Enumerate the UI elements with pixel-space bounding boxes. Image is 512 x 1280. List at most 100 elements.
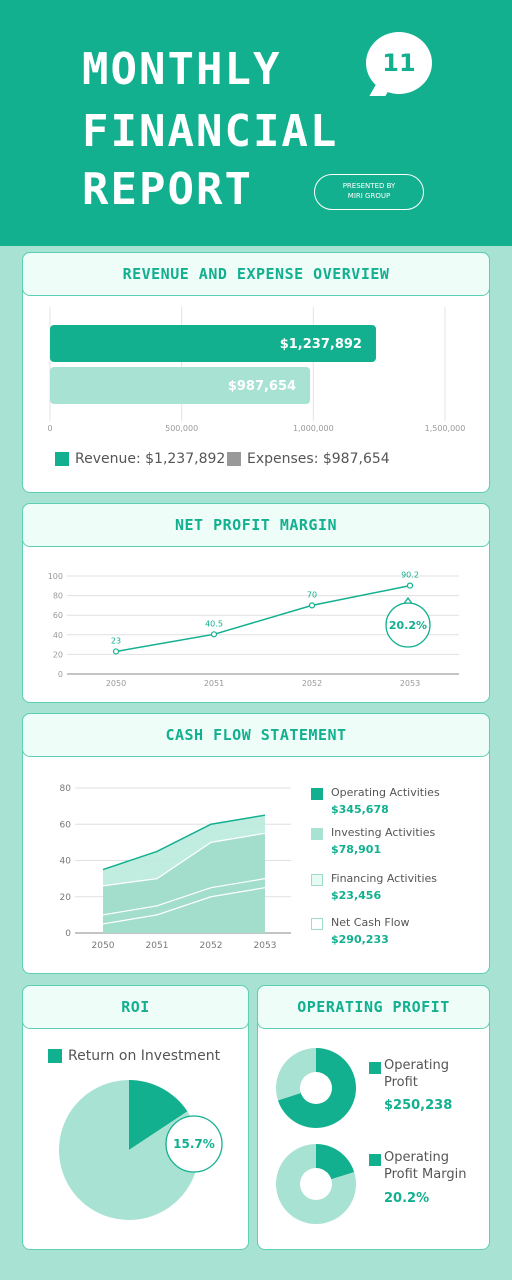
bar-value-label: $1,237,892	[280, 337, 362, 352]
margin-data-label: 70	[307, 590, 317, 599]
line-operating-activities	[102, 814, 266, 871]
net-cash-flow-legend-value: $290,233	[331, 933, 389, 946]
roi-slice-other	[59, 1080, 199, 1220]
revenue-card-header: REVENUE AND EXPENSE OVERVIEW	[22, 252, 490, 296]
margin-series-line	[115, 584, 411, 653]
bar-expenses	[50, 367, 311, 404]
bar-x-tick-label: 500,000	[165, 424, 198, 433]
roi-swatch	[48, 1049, 62, 1063]
area-y-tick-label: 80	[60, 784, 72, 794]
line-y-tick-label: 100	[48, 572, 63, 581]
investing-activities-legend-label: Investing Activities	[331, 826, 436, 839]
area-y-tick-label: 40	[60, 857, 72, 867]
line-financing-activities	[102, 878, 266, 916]
revenue-legend-label: Revenue: $1,237,892	[75, 451, 226, 467]
opprofit-value: $250,238	[384, 1098, 453, 1113]
area-x-tick-label: 2053	[254, 941, 277, 951]
investing-activities-legend-item: Investing Activities $78,901	[331, 826, 435, 856]
title-line-2: FINANCIAL	[82, 106, 339, 157]
opprofit-donut-hole	[300, 1072, 332, 1104]
margin-data-point	[406, 582, 414, 589]
revenue-swatch	[55, 452, 69, 466]
roi-card: ROI Return on Investment 15.7%	[22, 985, 249, 1250]
margin-data-label: 40.5	[205, 619, 223, 628]
issue-badge: 11	[366, 32, 432, 94]
area-y-tick-label: 20	[60, 893, 72, 903]
margin-data-label: 23	[111, 636, 121, 645]
cashflow-title: CASH FLOW STATEMENT	[165, 726, 347, 744]
line-net-cash-flow	[102, 887, 266, 925]
net-cash-flow-legend-label: Net Cash Flow	[331, 916, 410, 929]
opprofit-swatch	[369, 1062, 381, 1074]
cashflow-card: CASH FLOW STATEMENT 0 20 40 60 80 2050 2051 205…	[22, 713, 490, 974]
financing-activities-legend-item: Financing Activities $23,456	[331, 872, 437, 902]
opmargin-donut-hole	[300, 1168, 332, 1200]
margin-card: NET PROFIT MARGIN 0 20 40 60 80 100 2050 2051 20…	[22, 503, 490, 703]
opprofit-donut-charts	[276, 1048, 356, 1224]
expenses-legend-item: Expenses: $987,654	[227, 451, 390, 467]
area-y-tick-label: 60	[60, 820, 72, 830]
net-cash-flow-swatch	[311, 918, 323, 930]
expenses-legend-label: Expenses: $987,654	[247, 451, 390, 467]
line-x-tick-label: 2052	[302, 679, 322, 688]
area-x-tick-label: 2051	[146, 941, 169, 951]
investing-activities-swatch	[311, 828, 323, 840]
roi-pie-chart: 15.7%	[59, 1080, 223, 1220]
opmargin-legend-label: Operating Profit Margin	[384, 1150, 467, 1182]
line-y-tick-label: 60	[53, 611, 63, 620]
bar-x-tick-label: 1,500,000	[425, 424, 466, 433]
presenter-name: MIRI GROUP	[347, 192, 391, 200]
area-x-tick-label: 2050	[92, 941, 115, 951]
net-cash-flow-legend-item: Net Cash Flow $290,233	[331, 916, 410, 946]
line-x-tick-label: 2050	[106, 679, 126, 688]
margin-data-label: 90.2	[401, 571, 419, 580]
operating-activities-swatch	[311, 788, 323, 800]
margin-callout-bubble	[385, 602, 431, 648]
header-banner: MONTHLY FINANCIAL REPORT 11 PRESENTED BY…	[0, 0, 512, 246]
presented-by-pill: PRESENTED BY MIRI GROUP	[314, 174, 424, 210]
revenue-bar-chart: 0 500,000 1,000,000 1,500,000 $1,237,892 $987…	[47, 307, 466, 433]
opmargin-value: 20.2%	[384, 1191, 430, 1206]
title-line-1: MONTHLY	[82, 44, 282, 95]
opprofit-card-header: OPERATING PROFIT	[257, 985, 490, 1029]
roi-callout-bubble	[165, 1115, 223, 1173]
roi-legend-item: Return on Investment	[48, 1048, 220, 1064]
operating-activities-legend-value: $345,678	[331, 803, 389, 816]
cashflow-area-chart: 0 20 40 60 80 2050 2051 2052 2053	[60, 784, 291, 951]
area-x-tick-label: 2052	[200, 941, 223, 951]
roi-title: ROI	[121, 998, 150, 1016]
margin-line-chart: 0 20 40 60 80 100 2050 2051 2052 2053 23 40.5 70 90.2…	[48, 571, 459, 688]
line-y-tick-label: 40	[53, 631, 63, 640]
roi-slice-return	[129, 1080, 188, 1150]
financing-activities-swatch	[311, 874, 323, 886]
margin-data-point	[112, 648, 120, 655]
bar-x-tick-label: 1,000,000	[293, 424, 334, 433]
financing-activities-legend-value: $23,456	[331, 889, 382, 902]
line-x-tick-label: 2051	[204, 679, 224, 688]
line-y-tick-label: 0	[58, 670, 63, 679]
expenses-swatch	[227, 452, 241, 466]
bar-value-label: $987,654	[228, 379, 296, 394]
opmargin-swatch	[369, 1154, 381, 1166]
presented-by-label: PRESENTED BY	[342, 182, 396, 191]
opprofit-card: OPERATING PROFIT Operating Profit $250,2…	[257, 985, 490, 1250]
operating-activities-legend-item: Operating Activities $345,678	[331, 786, 440, 816]
margin-callout-label: 20.2%	[389, 619, 427, 632]
roi-callout-label: 15.7%	[173, 1137, 215, 1151]
financing-activities-legend-label: Financing Activities	[331, 872, 438, 885]
line-y-tick-label: 20	[53, 650, 63, 659]
opprofit-title: OPERATING PROFIT	[297, 998, 450, 1016]
area-y-tick-label: 0	[65, 929, 71, 939]
cashflow-card-header: CASH FLOW STATEMENT	[22, 713, 490, 757]
roi-legend-label: Return on Investment	[68, 1048, 221, 1064]
margin-title: NET PROFIT MARGIN	[174, 516, 338, 534]
title-line-3: REPORT	[82, 164, 253, 215]
margin-data-point	[210, 631, 218, 638]
revenue-legend-item: Revenue: $1,237,892	[55, 451, 225, 467]
bar-revenue	[50, 325, 376, 362]
investing-activities-legend-value: $78,901	[331, 843, 382, 856]
opprofit-legend-label: Operating Profit	[384, 1058, 449, 1090]
line-y-tick-label: 80	[53, 592, 63, 601]
margin-data-point	[308, 602, 316, 609]
line-investing-activities	[102, 832, 266, 887]
